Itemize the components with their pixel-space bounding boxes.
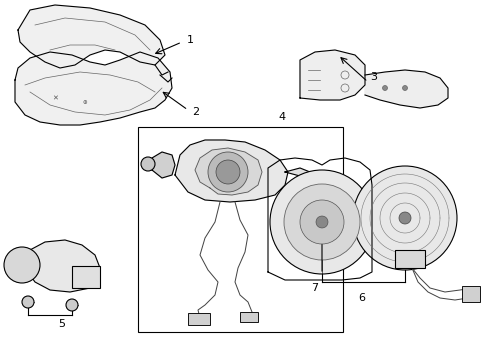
Circle shape xyxy=(216,160,240,184)
Bar xyxy=(72,266,100,288)
Text: 2: 2 xyxy=(192,107,199,117)
Polygon shape xyxy=(18,5,165,68)
Text: 7: 7 xyxy=(312,283,318,293)
Polygon shape xyxy=(30,240,100,292)
Circle shape xyxy=(284,184,360,260)
Circle shape xyxy=(399,212,411,224)
Circle shape xyxy=(383,85,388,90)
Polygon shape xyxy=(175,140,288,202)
Text: 5: 5 xyxy=(58,319,66,329)
Polygon shape xyxy=(285,168,310,176)
Text: 3: 3 xyxy=(370,72,377,82)
Text: 1: 1 xyxy=(187,35,194,45)
Circle shape xyxy=(270,170,374,274)
Circle shape xyxy=(300,200,344,244)
Text: ⊕: ⊕ xyxy=(83,99,87,104)
Polygon shape xyxy=(300,50,365,100)
Circle shape xyxy=(353,166,457,270)
Bar xyxy=(395,250,425,268)
Circle shape xyxy=(141,157,155,171)
Bar xyxy=(462,286,480,302)
Text: ✕: ✕ xyxy=(52,95,58,101)
Circle shape xyxy=(4,247,40,283)
Circle shape xyxy=(316,216,328,228)
Bar xyxy=(188,313,210,325)
Text: 4: 4 xyxy=(278,112,286,122)
Polygon shape xyxy=(195,148,262,195)
Circle shape xyxy=(402,85,408,90)
Circle shape xyxy=(66,299,78,311)
Polygon shape xyxy=(365,70,448,108)
Bar xyxy=(240,312,258,322)
Text: 6: 6 xyxy=(359,293,366,303)
Circle shape xyxy=(208,152,248,192)
Polygon shape xyxy=(152,152,175,178)
Polygon shape xyxy=(15,52,172,125)
Bar xyxy=(138,127,343,332)
Circle shape xyxy=(22,296,34,308)
